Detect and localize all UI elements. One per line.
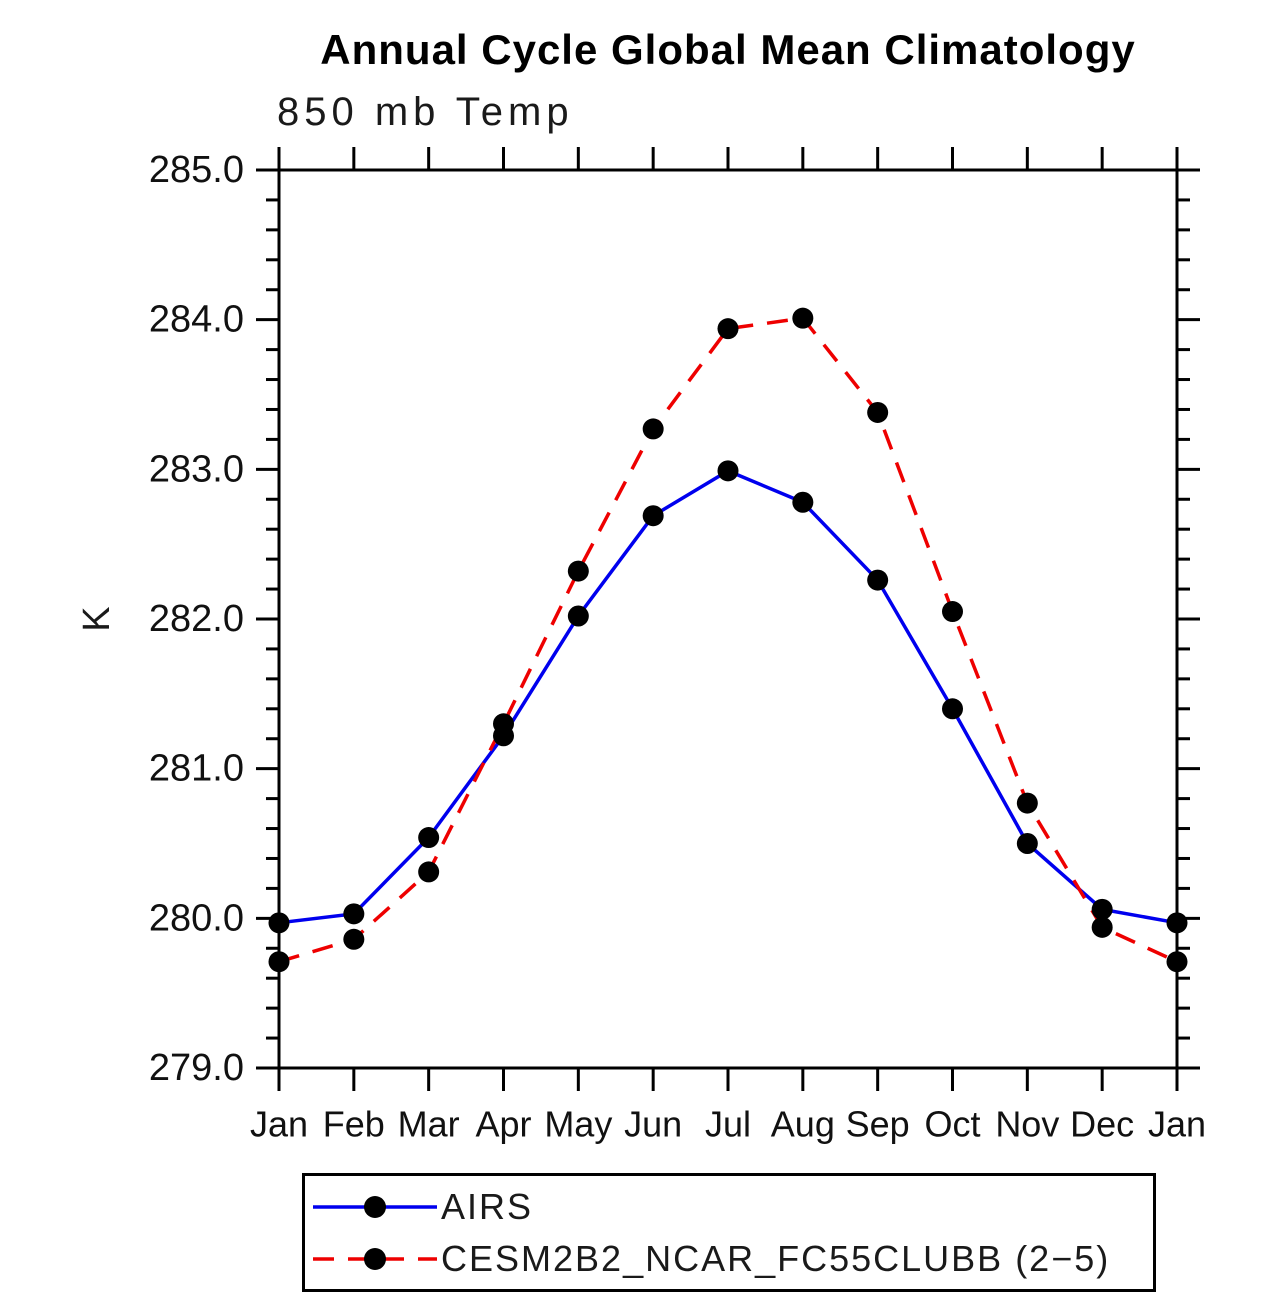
x-tick-label: Sep [846,1104,910,1145]
y-tick-label: 280.0 [149,897,244,939]
data-point-airs [268,912,290,934]
x-tick-label: Dec [1070,1104,1134,1145]
data-point-airs [567,605,589,627]
airs-legend-marker [364,1195,386,1218]
data-point-cesm [642,418,664,440]
data-point-cesm [1091,916,1113,938]
x-tick-label: Jan [1148,1104,1206,1145]
x-tick-label: Apr [475,1104,531,1145]
data-point-cesm [268,951,290,973]
data-point-cesm [867,401,889,423]
cesm-legend-marker [364,1247,386,1270]
y-tick-label: 285.0 [149,149,244,191]
chart-title: Annual Cycle Global Mean Climatology [320,26,1136,73]
data-point-cesm [942,601,963,623]
x-tick-label: Jan [250,1104,308,1145]
airs-line-swatch [313,1195,437,1218]
x-tick-label: May [544,1104,612,1145]
data-point-airs [1166,912,1188,934]
data-point-airs [942,698,963,720]
series-line-cesm [278,316,1178,964]
data-point-airs [792,491,814,513]
data-point-airs [418,827,440,849]
x-tick-label: Feb [323,1104,385,1145]
y-tick-label: 279.0 [149,1047,244,1089]
data-point-airs [1091,898,1113,920]
data-point-cesm [717,318,739,340]
chart-subtitle: 850 mb Temp [277,90,574,134]
data-point-cesm [343,928,365,950]
data-point-airs [867,569,889,591]
data-point-cesm [418,861,440,883]
x-tick-label: Oct [924,1104,980,1145]
plot-area: 279.0 280.0 281.0 282.0 283.0 284.0 285.0 Jan Fe… [149,147,1206,1145]
y-tick-label: 281.0 [149,748,244,790]
legend-label-cesm: CESM2B2_NCAR_FC55CLUBB (2−5) [441,1237,1111,1279]
plot-frame [277,168,1179,1070]
legend-item-cesm: CESM2B2_NCAR_FC55CLUBB (2−5) [309,1233,1153,1285]
x-tick-label: Jun [624,1104,682,1145]
x-tick-label: Aug [771,1104,835,1145]
legend-label-airs: AIRS [441,1185,534,1227]
y-tick-label: 283.0 [149,448,244,490]
x-tick-label: Jul [705,1104,751,1145]
data-point-airs [1016,833,1038,854]
data-point-airs [717,460,739,482]
cesm-line-swatch [313,1247,437,1270]
data-point-airs [642,505,664,527]
data-point-cesm [567,560,589,582]
x-tick-label: Nov [995,1104,1059,1145]
data-point-cesm [1016,792,1038,814]
series-line-airs [278,468,1178,925]
data-point-cesm [1166,951,1188,973]
y-tick-label: 284.0 [149,299,244,341]
y-tick-label: 282.0 [149,598,244,640]
data-point-cesm [493,713,514,735]
legend-item-airs: AIRS [309,1181,1153,1233]
x-tick-label: Mar [398,1104,460,1145]
data-point-cesm [792,307,814,329]
data-point-airs [343,903,365,925]
legend-box: AIRS CESM2B2_NCAR_FC55CLUBB (2−5) [302,1173,1156,1292]
